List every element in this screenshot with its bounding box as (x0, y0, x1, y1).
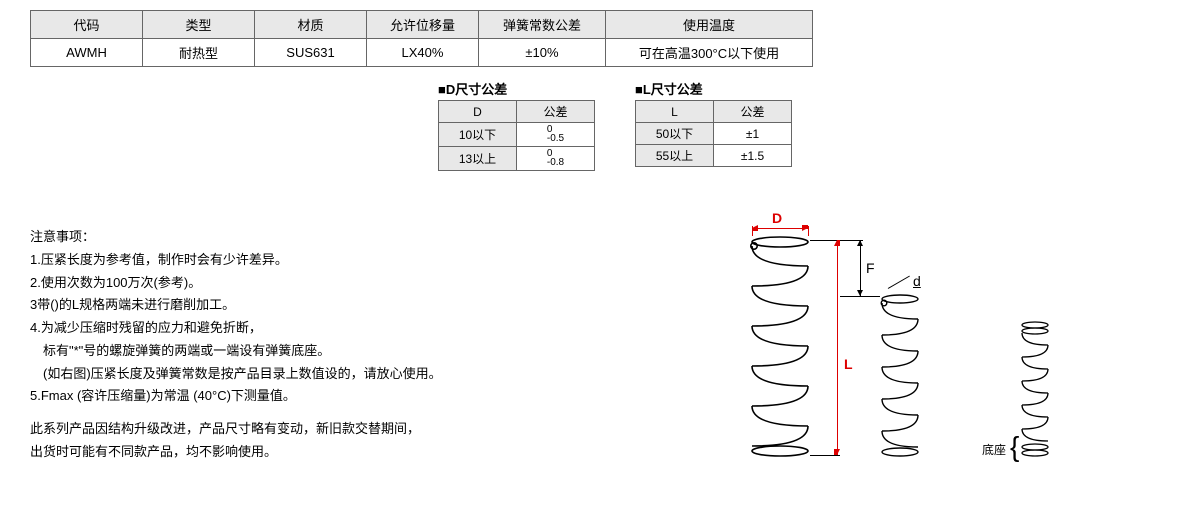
dim-f-line (860, 240, 861, 296)
note-4c: (如右图)压紧长度及弹簧常数是按产品目录上数值设的，请放心使用。 (30, 363, 670, 386)
l-tol-head-tol: 公差 (714, 101, 792, 123)
th-code: 代码 (31, 11, 143, 39)
td-tolerance: ±10% (479, 39, 606, 67)
th-tolerance: 弹簧常数公差 (479, 11, 606, 39)
spring-small (1020, 321, 1050, 461)
spring-medium (880, 294, 920, 459)
note-3: 3带()的L规格两端未进行磨削加工。 (30, 294, 670, 317)
note-2: 2.使用次数为100万次(参考)。 (30, 272, 670, 295)
d-tol-head-d: D (439, 101, 517, 123)
td-code: AWMH (31, 39, 143, 67)
th-temperature: 使用温度 (606, 11, 813, 39)
dim-l-line (837, 240, 838, 455)
note-5: 5.Fmax (容许压缩量)为常温 (40°C)下测量值。 (30, 385, 670, 408)
dim-l-label: L (844, 356, 853, 372)
footer-2: 出货时可能有不同款产品，均不影响使用。 (30, 441, 670, 464)
l-tol-r1-l: 55以上 (636, 145, 714, 167)
td-temperature: 可在高温300°C以下使用 (606, 39, 813, 67)
d-tol-r1-t: 0-0.8 (517, 147, 595, 171)
spring-diagram: D L (670, 226, 1160, 486)
d-tol-title: ■D尺寸公差 (438, 79, 595, 98)
th-type: 类型 (143, 11, 255, 39)
th-material: 材质 (255, 11, 367, 39)
dim-d-small-label: d (913, 273, 921, 289)
l-tolerance-block: ■L尺寸公差 L 公差 50以下 ±1 55以上 ±1.5 (635, 79, 792, 171)
base-brace: { (1010, 433, 1019, 461)
notes-title: 注意事项： (30, 226, 670, 249)
dim-f-label: F (866, 260, 875, 276)
d-tolerance-block: ■D尺寸公差 D 公差 10以下 0-0.5 13以上 0-0.8 (438, 79, 595, 171)
l-tol-r0-l: 50以下 (636, 123, 714, 145)
td-displacement: LX40% (367, 39, 479, 67)
d-tol-r0-t: 0-0.5 (517, 123, 595, 147)
td-material: SUS631 (255, 39, 367, 67)
note-4b: 标有"*"号的螺旋弹簧的两端或一端设有弹簧底座。 (30, 340, 670, 363)
th-displacement: 允许位移量 (367, 11, 479, 39)
spring-large (750, 236, 810, 456)
l-tol-r1-t: ±1.5 (714, 145, 792, 167)
d-tol-r0-d: 10以下 (439, 123, 517, 147)
dim-d-label: D (772, 210, 782, 226)
note-4: 4.为减少压缩时残留的应力和避免折断， (30, 317, 670, 340)
d-tol-table: D 公差 10以下 0-0.5 13以上 0-0.8 (438, 100, 595, 171)
note-1: 1.压紧长度为参考值，制作时会有少许差异。 (30, 249, 670, 272)
td-type: 耐热型 (143, 39, 255, 67)
l-tol-table: L 公差 50以下 ±1 55以上 ±1.5 (635, 100, 792, 167)
dim-d-line (752, 228, 808, 229)
d-tol-head-tol: 公差 (517, 101, 595, 123)
notes-block: 注意事项： 1.压紧长度为参考值，制作时会有少许差异。 2.使用次数为100万次… (30, 226, 670, 464)
footer-1: 此系列产品因结构升级改进，产品尺寸略有变动，新旧款交替期间， (30, 418, 670, 441)
l-tol-head-l: L (636, 101, 714, 123)
base-label: 底座 (982, 441, 1006, 458)
d-tol-r1-d: 13以上 (439, 147, 517, 171)
l-tol-r0-t: ±1 (714, 123, 792, 145)
l-tol-title: ■L尺寸公差 (635, 79, 792, 98)
spec-table: 代码 类型 材质 允许位移量 弹簧常数公差 使用温度 AWMH 耐热型 SUS6… (30, 10, 813, 67)
